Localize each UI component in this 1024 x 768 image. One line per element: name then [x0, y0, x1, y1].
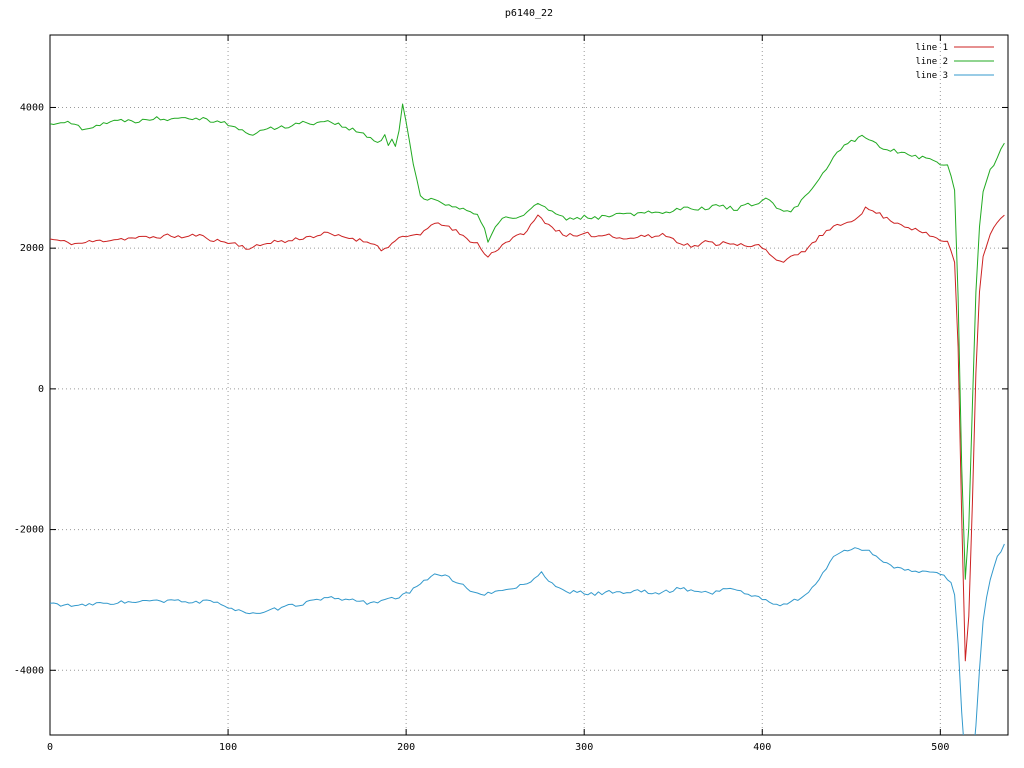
plot-border	[49, 34, 1009, 736]
series-line-3	[50, 543, 1005, 735]
x-tick-label: 100	[219, 742, 237, 753]
x-tick-label: 200	[397, 742, 415, 753]
legend-label: line 1	[915, 43, 948, 53]
legend-label: line 3	[915, 71, 948, 81]
y-tick-label: 0	[38, 384, 44, 395]
y-tick-label: -4000	[14, 665, 44, 676]
series-line-2	[50, 103, 1005, 580]
x-tick-label: 400	[753, 742, 771, 753]
x-tick-label: 500	[931, 742, 949, 753]
y-tick-label: 4000	[20, 102, 44, 113]
legend-label: line 2	[915, 57, 948, 67]
series-line-1	[50, 206, 1005, 662]
x-tick-label: 300	[575, 742, 593, 753]
y-tick-label: -2000	[14, 525, 44, 536]
x-tick-label: 0	[47, 742, 53, 753]
chart-title: p6140_22	[504, 8, 554, 19]
y-tick-label: 2000	[20, 243, 44, 254]
